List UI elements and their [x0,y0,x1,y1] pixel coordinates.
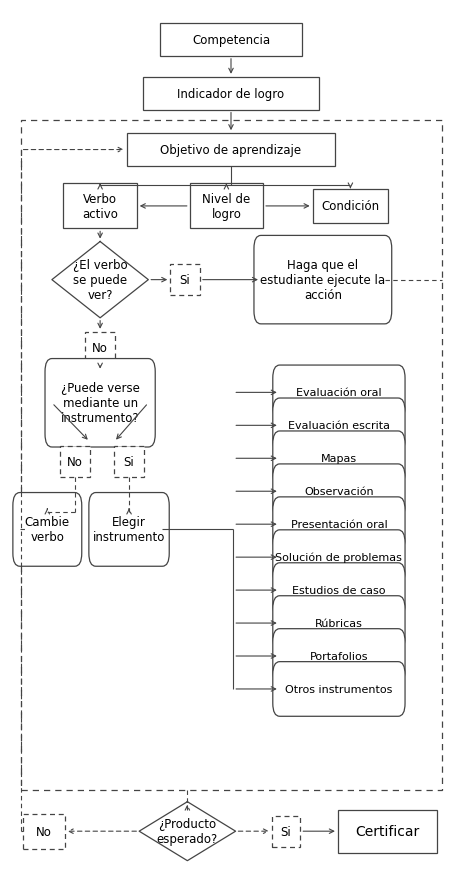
FancyBboxPatch shape [312,189,388,224]
FancyBboxPatch shape [89,493,169,567]
FancyBboxPatch shape [170,265,200,296]
Text: Evaluación oral: Evaluación oral [296,388,382,398]
FancyBboxPatch shape [273,464,405,519]
Text: Solución de problemas: Solución de problemas [275,553,402,563]
Text: Otros instrumentos: Otros instrumentos [285,684,393,694]
FancyBboxPatch shape [273,497,405,552]
Text: Estudios de caso: Estudios de caso [292,586,386,595]
FancyBboxPatch shape [273,662,405,716]
FancyBboxPatch shape [63,184,137,229]
Text: Elegir
instrumento: Elegir instrumento [93,516,165,544]
FancyBboxPatch shape [60,447,90,478]
FancyBboxPatch shape [160,24,302,56]
Text: Si: Si [124,455,134,468]
Text: No: No [92,342,108,355]
Text: Certificar: Certificar [355,824,419,839]
Text: Cambie
verbo: Cambie verbo [25,516,70,544]
Text: Mapas: Mapas [321,454,357,464]
FancyBboxPatch shape [273,629,405,684]
FancyBboxPatch shape [273,530,405,585]
Text: Portafolios: Portafolios [310,651,368,661]
FancyBboxPatch shape [13,493,82,567]
FancyBboxPatch shape [273,366,405,421]
Text: Objetivo de aprendizaje: Objetivo de aprendizaje [160,144,302,157]
Text: Si: Si [281,825,292,838]
FancyBboxPatch shape [338,810,437,852]
FancyBboxPatch shape [143,77,319,110]
FancyBboxPatch shape [273,399,405,453]
FancyBboxPatch shape [127,134,335,167]
Text: Nivel de
logro: Nivel de logro [202,193,250,221]
FancyBboxPatch shape [114,447,144,478]
FancyBboxPatch shape [273,596,405,651]
FancyBboxPatch shape [273,432,405,486]
Text: Haga que el
estudiante ejecute la
acción: Haga que el estudiante ejecute la acción [260,259,385,302]
Text: No: No [67,455,83,468]
FancyBboxPatch shape [272,816,300,846]
Text: Condición: Condición [322,200,379,213]
Text: No: No [36,825,52,838]
FancyBboxPatch shape [190,184,263,229]
Text: ¿El verbo
se puede
ver?: ¿El verbo se puede ver? [73,259,128,302]
FancyBboxPatch shape [85,332,115,363]
Text: Observación: Observación [304,487,374,497]
FancyBboxPatch shape [273,563,405,618]
Text: Competencia: Competencia [192,34,270,47]
Text: Evaluación escrita: Evaluación escrita [288,421,390,431]
Text: Presentación oral: Presentación oral [291,520,387,529]
Text: Verbo
activo: Verbo activo [82,193,118,221]
FancyBboxPatch shape [254,236,392,324]
Text: Si: Si [180,274,190,287]
FancyBboxPatch shape [45,359,155,448]
Text: Rúbricas: Rúbricas [315,619,363,628]
FancyBboxPatch shape [24,814,65,848]
Text: ¿Puede verse
mediante un
instrumento?: ¿Puede verse mediante un instrumento? [61,381,140,425]
Bar [21,121,442,790]
Text: ¿Producto
esperado?: ¿Producto esperado? [157,817,218,846]
Text: Indicador de logro: Indicador de logro [177,88,285,101]
